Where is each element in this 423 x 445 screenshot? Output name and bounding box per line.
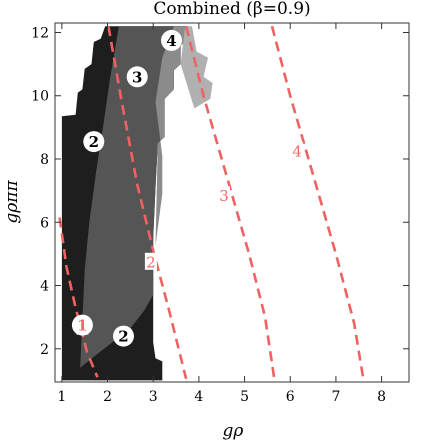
y-tick-label: 8 bbox=[40, 152, 49, 168]
contour-labels: 123423412 bbox=[71, 29, 304, 347]
contour-level-badge bbox=[83, 131, 105, 153]
contour-level-label: 2 bbox=[118, 328, 128, 346]
y-tick-label: 4 bbox=[40, 279, 49, 295]
contour-region-3 bbox=[155, 26, 188, 247]
x-tick-label: 8 bbox=[377, 389, 386, 405]
dashed-curves bbox=[58, 25, 365, 380]
dashed-curve-1 bbox=[58, 217, 99, 378]
x-tick-label: 5 bbox=[240, 389, 249, 405]
x-tick-label: 4 bbox=[194, 389, 203, 405]
contour-level-label: 2 bbox=[89, 133, 99, 151]
x-tick-label: 2 bbox=[103, 389, 112, 405]
contour-level-badge bbox=[113, 325, 134, 347]
plot-frame bbox=[54, 22, 410, 383]
x-tick-label: 1 bbox=[57, 389, 66, 405]
curve-label-backdrop bbox=[218, 186, 230, 204]
contour-level-badge bbox=[71, 314, 93, 336]
curve-label: 4 bbox=[292, 143, 302, 161]
y-axis-title: gρππ bbox=[2, 180, 22, 224]
x-tick-label: 6 bbox=[286, 389, 295, 405]
dashed-curve-2 bbox=[107, 25, 188, 380]
contour-level-badge bbox=[161, 29, 182, 51]
y-tick-label: 2 bbox=[40, 342, 49, 358]
x-tick-label: 3 bbox=[149, 389, 158, 405]
x-axis-title: gρ bbox=[223, 421, 244, 441]
contour-region-4 bbox=[180, 26, 213, 109]
curve-label: 3 bbox=[219, 187, 229, 205]
contour-level-label: 3 bbox=[132, 68, 142, 86]
y-tick-label: 12 bbox=[31, 25, 49, 41]
contour-level-badge bbox=[126, 66, 148, 88]
x-tick-label: 7 bbox=[331, 389, 340, 405]
y-tick-label: 10 bbox=[31, 89, 49, 105]
contour-level-label: 1 bbox=[77, 317, 87, 335]
curve-label: 2 bbox=[146, 253, 156, 271]
curve-label-backdrop bbox=[144, 252, 157, 270]
dashed-curve-3 bbox=[184, 25, 276, 379]
curve-label-backdrop bbox=[291, 142, 304, 160]
chart-title: Combined (β=0.9) bbox=[153, 0, 310, 19]
contour-regions bbox=[61, 26, 213, 381]
y-tick-label: 6 bbox=[40, 215, 49, 231]
contour-level-label: 4 bbox=[166, 32, 176, 50]
dashed-curve-4 bbox=[270, 25, 365, 380]
